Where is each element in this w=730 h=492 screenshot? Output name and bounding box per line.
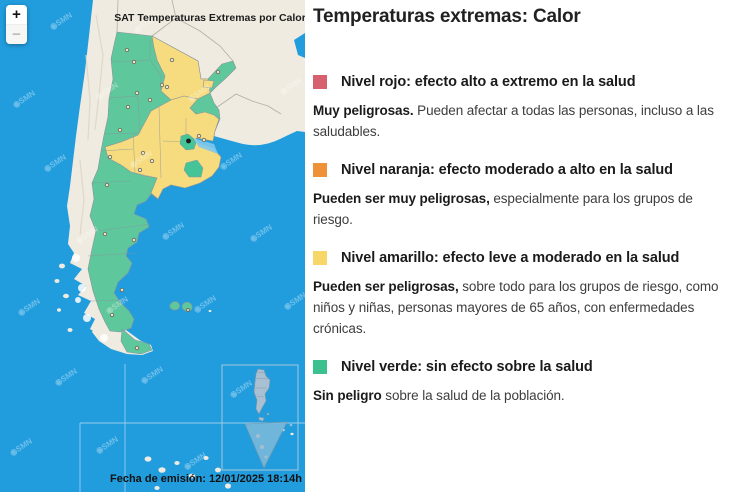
orange-level-title: Nivel naranja: efecto moderado a alto en… xyxy=(341,162,673,178)
yellow-level-description: Pueden ser peligrosas, sobre todo para l… xyxy=(313,279,719,336)
green-level-title: Nivel verde: sin efecto sobre la salud xyxy=(341,359,593,375)
legend-item-orange: Nivel naranja: efecto moderado a alto en… xyxy=(313,162,720,230)
rio-de-la-plata xyxy=(193,138,218,154)
page-title: Temperaturas extremas: Calor xyxy=(313,6,581,27)
legend-item-green: Nivel verde: sin efecto sobre la salud S… xyxy=(313,359,720,406)
green-level-swatch xyxy=(313,360,327,374)
andes-texture xyxy=(72,14,108,342)
zoom-in-button[interactable]: + xyxy=(6,5,27,24)
map-canvas[interactable]: ◉SMN ◉SMN ◉SMN ◉SMN ◉SMN ◉SMN ◉SMN ◉SMN … xyxy=(0,0,305,492)
city-markers xyxy=(102,47,221,351)
river xyxy=(294,33,305,58)
alert-levels-legend: Nivel rojo: efecto alto a extremo en la … xyxy=(313,74,720,406)
map-zoom-control: + − xyxy=(6,5,27,44)
red-level-title: Nivel rojo: efecto alto a extremo en la … xyxy=(341,74,636,90)
zoom-out-button[interactable]: − xyxy=(6,24,27,44)
legend-item-yellow: Nivel amarillo: efecto leve a moderado e… xyxy=(313,250,720,339)
orange-level-swatch xyxy=(313,163,327,177)
alert-map[interactable]: ◉SMN ◉SMN ◉SMN ◉SMN ◉SMN ◉SMN ◉SMN ◉SMN … xyxy=(0,0,305,492)
country-borders xyxy=(116,0,282,115)
inset-map xyxy=(221,364,299,471)
buenos-aires-marker xyxy=(186,138,191,144)
yellow-level-title: Nivel amarillo: efecto leve a moderado e… xyxy=(341,250,680,266)
legend-panel: Temperaturas extremas: Calor Nivel rojo:… xyxy=(305,0,730,492)
orange-level-description: Pueden ser muy peligrosas, especialmente… xyxy=(313,191,693,227)
legend-item-red: Nivel rojo: efecto alto a extremo en la … xyxy=(313,74,720,142)
map-title: SAT Temperaturas Extremas por Calor xyxy=(114,12,305,24)
red-level-description: Muy peligrosas. Pueden afectar a todas l… xyxy=(313,103,714,139)
province-borders xyxy=(87,38,197,302)
yellow-level-swatch xyxy=(313,251,327,265)
green-level-description: Sin peligro sobre la salud de la poblaci… xyxy=(313,388,565,403)
red-level-swatch xyxy=(313,75,327,89)
issue-date-label: Fecha de emisión: 12/01/2025 18:14h xyxy=(110,473,302,485)
